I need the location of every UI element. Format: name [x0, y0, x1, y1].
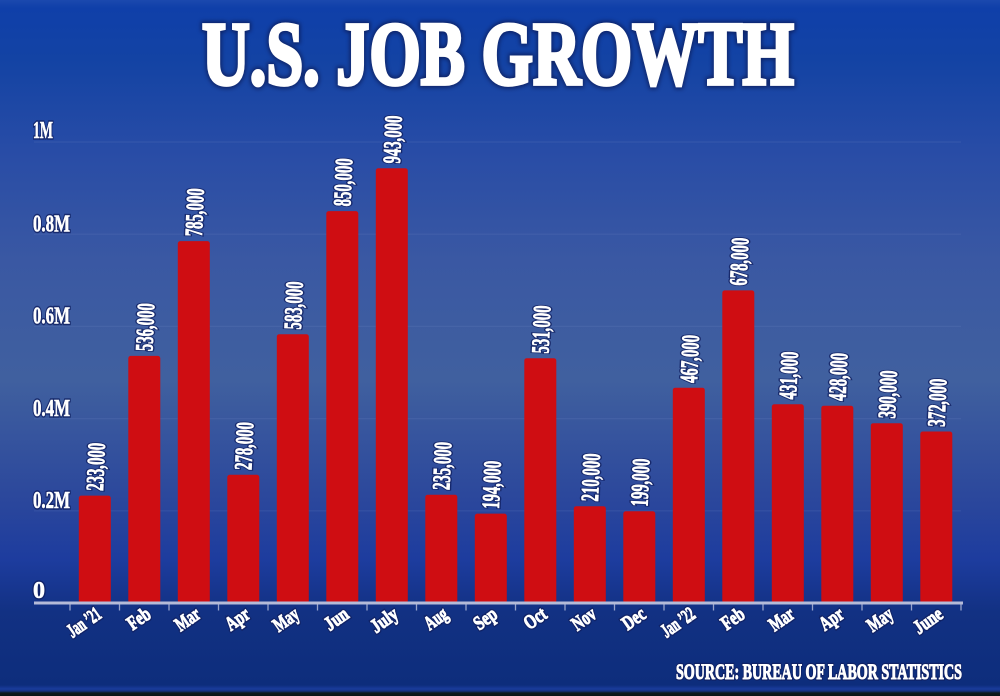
- svg-text:0.6M: 0.6M: [33, 304, 70, 330]
- svg-text:943,000: 943,000: [379, 115, 408, 164]
- svg-text:0.4M: 0.4M: [33, 396, 70, 422]
- svg-text:428,000: 428,000: [825, 352, 854, 401]
- svg-text:431,000: 431,000: [775, 351, 804, 400]
- svg-text:372,000: 372,000: [924, 378, 953, 427]
- svg-text:785,000: 785,000: [181, 188, 210, 237]
- svg-text:U.S. JOB GROWTH: U.S. JOB GROWTH: [202, 5, 794, 104]
- svg-text:Feb: Feb: [123, 603, 155, 635]
- svg-text:SOURCE: BUREAU OF LABOR STATIS: SOURCE: BUREAU OF LABOR STATISTICS: [676, 659, 962, 684]
- svg-text:431,000: 431,000: [775, 351, 804, 400]
- svg-text:678,000: 678,000: [726, 237, 755, 286]
- svg-text:372,000: 372,000: [924, 378, 953, 427]
- svg-text:1M: 1M: [33, 118, 53, 144]
- svg-text:850,000: 850,000: [329, 158, 358, 207]
- svg-text:428,000: 428,000: [825, 352, 854, 401]
- svg-text:Mar: Mar: [171, 603, 205, 636]
- svg-text:943,000: 943,000: [379, 115, 408, 164]
- svg-text:0.6M: 0.6M: [33, 304, 70, 330]
- svg-text:Mar: Mar: [765, 603, 799, 636]
- svg-text:Jan ’22: Jan ’22: [657, 603, 700, 642]
- svg-text:Feb: Feb: [717, 603, 749, 635]
- svg-text:Sep: Sep: [469, 603, 501, 635]
- svg-text:199,000: 199,000: [627, 458, 656, 507]
- svg-text:194,000: 194,000: [478, 460, 507, 509]
- svg-text:210,000: 210,000: [577, 453, 606, 502]
- svg-text:536,000: 536,000: [131, 303, 160, 352]
- svg-text:531,000: 531,000: [528, 305, 557, 354]
- svg-text:583,000: 583,000: [280, 281, 309, 330]
- svg-text:SOURCE: BUREAU OF LABOR STATIS: SOURCE: BUREAU OF LABOR STATISTICS: [676, 659, 962, 684]
- svg-text:0: 0: [33, 578, 45, 604]
- svg-text:0.2M: 0.2M: [33, 488, 70, 514]
- svg-text:U.S. JOB GROWTH: U.S. JOB GROWTH: [202, 5, 794, 104]
- svg-text:850,000: 850,000: [329, 158, 358, 207]
- svg-text:678,000: 678,000: [726, 237, 755, 286]
- svg-text:536,000: 536,000: [131, 303, 160, 352]
- svg-text:0.4M: 0.4M: [33, 396, 70, 422]
- svg-text:May: May: [863, 603, 898, 637]
- svg-text:0.8M: 0.8M: [33, 212, 70, 238]
- svg-text:583,000: 583,000: [280, 281, 309, 330]
- svg-text:Apr: Apr: [815, 603, 848, 635]
- svg-text:May: May: [269, 603, 304, 637]
- svg-text:390,000: 390,000: [874, 370, 903, 419]
- svg-text:Dec: Dec: [618, 603, 650, 635]
- svg-text:278,000: 278,000: [230, 421, 259, 470]
- svg-text:0.2M: 0.2M: [33, 488, 70, 514]
- svg-text:278,000: 278,000: [230, 421, 259, 470]
- svg-text:233,000: 233,000: [82, 442, 111, 491]
- svg-text:0.8M: 0.8M: [33, 212, 70, 238]
- svg-text:Oct: Oct: [520, 603, 552, 634]
- svg-text:July: July: [366, 603, 402, 638]
- svg-text:June: June: [909, 603, 947, 639]
- svg-text:467,000: 467,000: [676, 334, 705, 383]
- svg-text:531,000: 531,000: [528, 305, 557, 354]
- svg-text:210,000: 210,000: [577, 453, 606, 502]
- svg-text:Aug: Aug: [420, 603, 452, 635]
- svg-text:0: 0: [33, 578, 45, 604]
- svg-text:199,000: 199,000: [627, 458, 656, 507]
- svg-text:467,000: 467,000: [676, 334, 705, 383]
- svg-text:233,000: 233,000: [82, 442, 111, 491]
- svg-text:235,000: 235,000: [428, 441, 457, 490]
- svg-text:390,000: 390,000: [874, 370, 903, 419]
- svg-text:Jun: Jun: [320, 603, 353, 635]
- svg-text:Nov: Nov: [568, 603, 601, 635]
- svg-text:235,000: 235,000: [428, 441, 457, 490]
- svg-text:Jan ’21: Jan ’21: [63, 603, 106, 642]
- svg-text:Apr: Apr: [221, 603, 254, 635]
- svg-text:785,000: 785,000: [181, 188, 210, 237]
- svg-text:194,000: 194,000: [478, 460, 507, 509]
- svg-text:1M: 1M: [33, 118, 53, 144]
